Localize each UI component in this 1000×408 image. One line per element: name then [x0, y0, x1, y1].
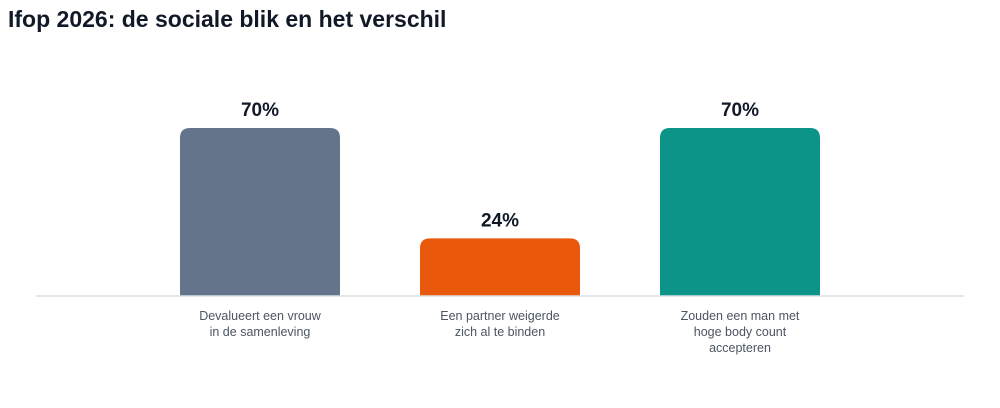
bar-3 [660, 128, 820, 296]
category-label-line: Een partner weigerde [440, 309, 560, 323]
value-label-3: 70% [721, 100, 759, 121]
category-label-2: Een partner weigerde zich al te binden [440, 309, 560, 339]
category-label-line: accepteren [709, 341, 771, 355]
category-label-3: Zouden een man met hoge body count accepte… [681, 309, 800, 355]
category-label-line: hoge body count [694, 325, 787, 339]
bars-layer [180, 128, 820, 296]
category-label-1: Devalueert een vrouw in de samenleving [199, 309, 322, 339]
category-label-line: zich al te binden [455, 325, 545, 339]
bar-1 [180, 128, 340, 296]
labels-layer: 70% Devalueert een vrouw in de samenleving… [199, 100, 800, 355]
bar-2 [420, 238, 580, 296]
category-label-line: Devalueert een vrouw [199, 309, 322, 323]
category-label-line: in de samenleving [210, 325, 311, 339]
value-label-2: 24% [481, 210, 519, 231]
value-label-1: 70% [241, 100, 279, 121]
category-label-line: Zouden een man met [681, 309, 800, 323]
chart-title: Ifop 2026: de sociale blik en het versch… [8, 6, 447, 32]
